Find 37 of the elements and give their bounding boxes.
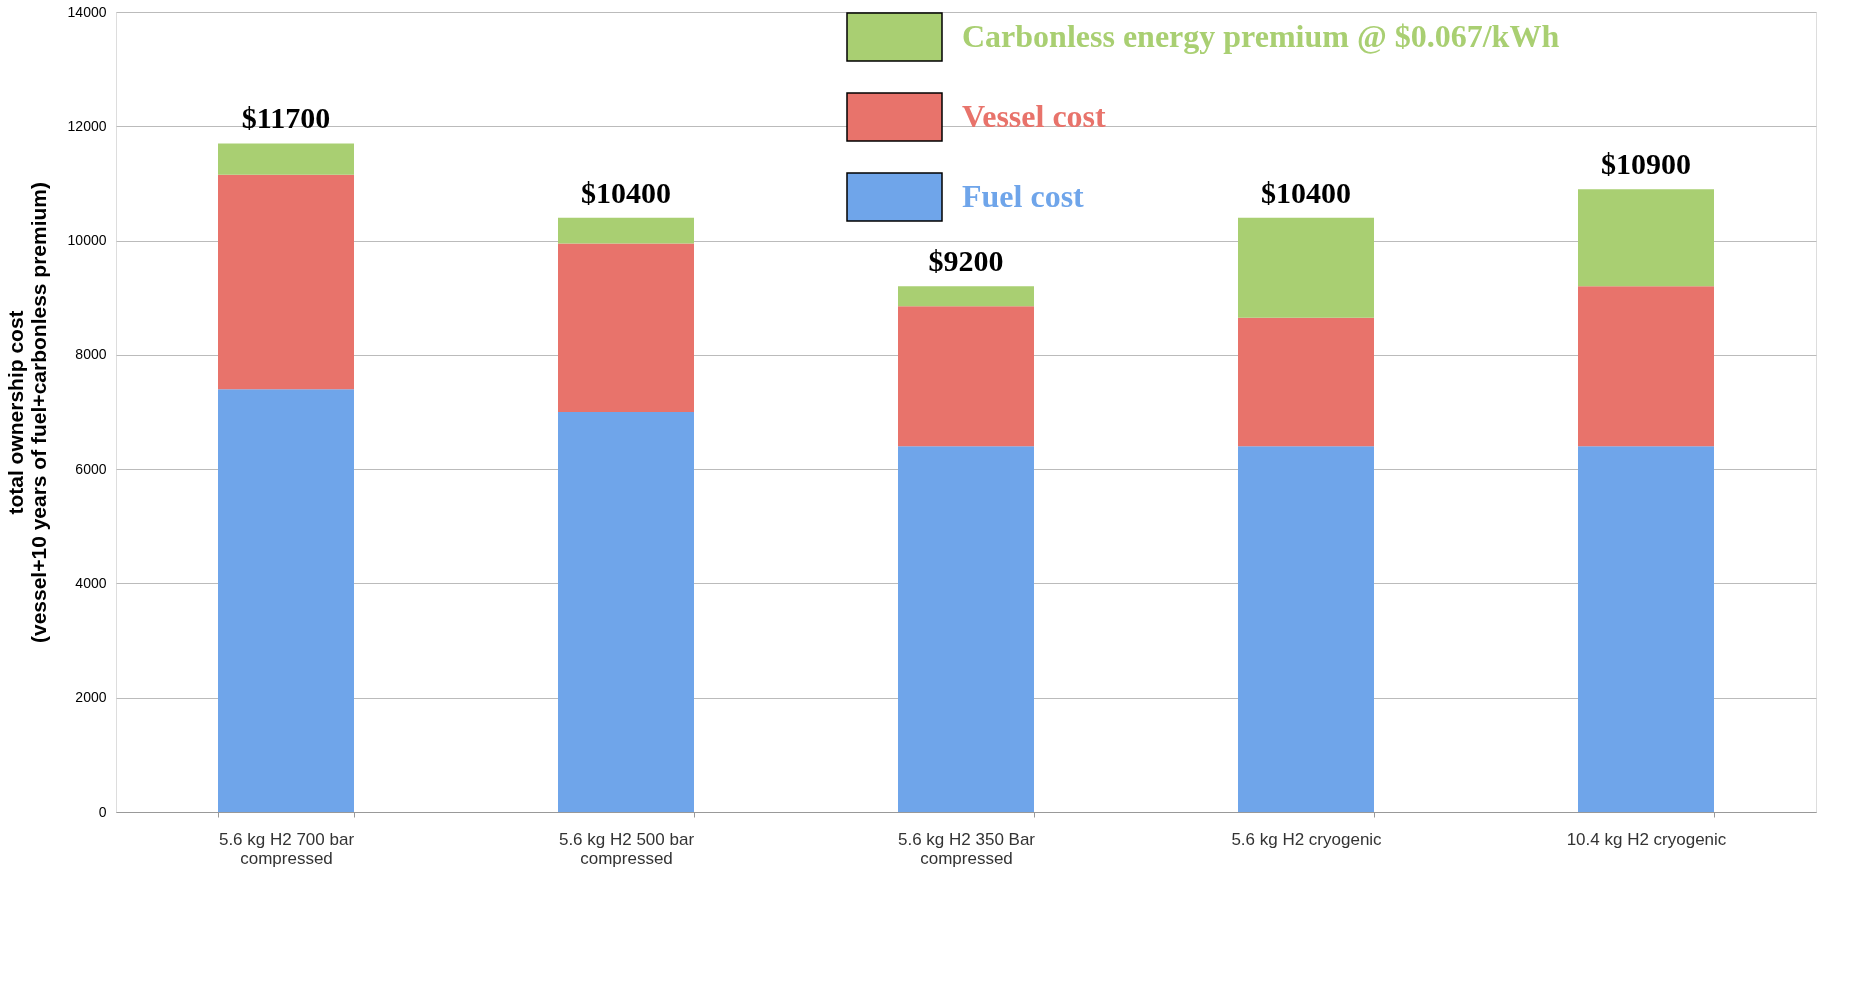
bar [1578,286,1714,447]
x-tick-label: 10.4 kg H2 cryogenic [1566,829,1727,849]
total-label: $10400 [581,175,671,209]
y-tick-label: 4000 [75,574,107,591]
total-label: $10900 [1601,147,1691,181]
bar [1238,217,1374,318]
y-tick-label: 12000 [67,117,107,134]
bar [558,217,694,244]
y-tick-label: 10000 [67,232,107,249]
y-tick-label: 2000 [75,689,107,706]
y-tick-label: 0 [98,803,107,820]
bar [558,412,694,812]
y-tick-label: 8000 [75,346,107,363]
bar [1238,317,1374,447]
total-label: $10400 [1261,175,1351,209]
bar [1578,446,1714,812]
total-label: $9200 [928,244,1004,278]
bar [1238,446,1374,812]
y-tick-label: 6000 [75,460,107,477]
bar [218,389,354,812]
bar [1578,189,1714,287]
x-tick-label: 5.6 kg H2 cryogenic [1231,829,1383,849]
x-tick-label: 5.6 kg H2 350 Bar compressed [897,829,1036,868]
y-tick-label: 14000 [67,3,107,20]
total-label: $11700 [241,101,331,135]
legend-label: Fuel cost [962,178,1085,214]
bar [898,286,1034,307]
bar [898,306,1034,447]
y-axis-title: total ownership cost (vessel+10 years of fuel+carbonless premium) [3,181,50,644]
legend-label: Carbonless energy premium @ $0.067/kWh [962,18,1560,54]
x-tick-label: 5.6 kg H2 500 bar compressed [558,829,695,868]
bar [218,143,354,175]
bar [558,243,694,412]
bar [898,446,1034,812]
legend-label: Vessel cost [962,98,1107,134]
x-tick-label: 5.6 kg H2 700 bar compressed [218,829,355,868]
bar [218,174,354,390]
